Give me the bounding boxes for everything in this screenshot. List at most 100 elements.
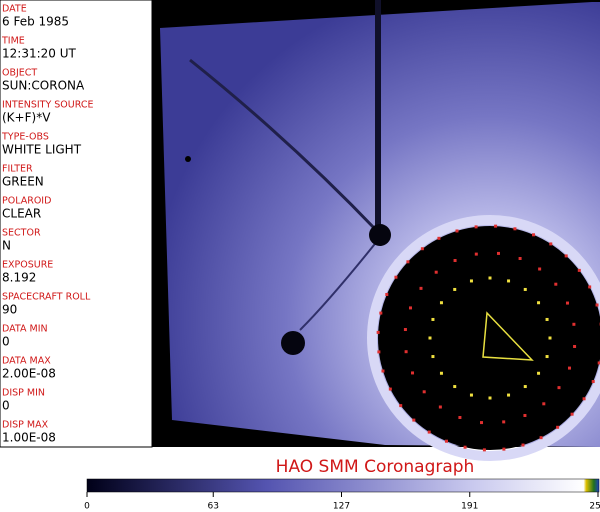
info-panel xyxy=(0,0,153,448)
field-label: SECTOR xyxy=(2,228,41,239)
marker xyxy=(458,415,462,419)
marker xyxy=(404,350,408,354)
field-value: SUN:CORONA xyxy=(2,79,85,93)
marker xyxy=(542,402,546,406)
marker xyxy=(409,306,413,310)
marker xyxy=(557,386,561,390)
marker xyxy=(394,275,398,279)
marker xyxy=(444,439,448,443)
marker xyxy=(406,260,410,264)
marker xyxy=(412,418,416,422)
marker xyxy=(573,344,577,348)
marker xyxy=(513,227,517,231)
marker xyxy=(488,276,492,280)
marker xyxy=(428,336,432,340)
marker xyxy=(376,330,380,334)
marker xyxy=(437,236,441,240)
tick-label: 127 xyxy=(333,502,350,512)
field-label: FILTER xyxy=(2,164,33,175)
field-value: CLEAR xyxy=(2,207,41,221)
marker xyxy=(545,355,549,359)
marker xyxy=(565,301,569,305)
marker xyxy=(545,317,549,321)
marker xyxy=(474,252,478,256)
marker xyxy=(434,270,438,274)
field-label: EXPOSURE xyxy=(2,260,53,271)
marker xyxy=(419,286,423,290)
marker xyxy=(523,287,527,291)
field-value: N xyxy=(2,239,11,253)
marker xyxy=(595,303,599,307)
title: HAO SMM Coronagraph xyxy=(276,457,475,477)
field-label: DATE xyxy=(2,4,27,15)
field-value: 0 xyxy=(2,335,10,349)
field-value: 2.00E-08 xyxy=(2,367,56,381)
marker xyxy=(431,317,435,321)
marker xyxy=(537,301,541,305)
marker xyxy=(385,292,389,296)
field-label: SPACECRAFT ROLL xyxy=(2,292,91,303)
marker xyxy=(453,385,457,389)
marker xyxy=(556,425,560,429)
marker xyxy=(474,225,478,229)
field-value: 12:31:20 UT xyxy=(2,47,76,61)
marker xyxy=(480,421,484,425)
marker xyxy=(548,336,552,340)
marker xyxy=(482,448,486,452)
marker xyxy=(597,361,600,365)
field-label: DISP MIN xyxy=(2,388,45,399)
field-value: 1.00E-08 xyxy=(2,431,56,445)
marker xyxy=(488,396,492,400)
colorbar xyxy=(86,478,600,493)
marker xyxy=(523,385,527,389)
marker xyxy=(469,279,473,283)
marker xyxy=(521,443,525,447)
field-value: (K+F)*V xyxy=(2,111,51,125)
marker xyxy=(591,380,595,384)
field-value: 8.192 xyxy=(2,271,36,285)
marker xyxy=(564,254,568,258)
marker xyxy=(582,397,586,401)
coronagraph-image xyxy=(152,0,600,461)
field-label: TIME xyxy=(1,36,25,47)
marker xyxy=(532,233,536,237)
marker xyxy=(469,393,473,397)
tick-label: 255 xyxy=(589,502,600,512)
marker xyxy=(455,229,459,233)
marker xyxy=(453,259,457,263)
marker xyxy=(554,282,558,286)
tick-label: 191 xyxy=(461,502,478,512)
field-label: DATA MIN xyxy=(2,324,48,335)
field-label: TYPE-OBS xyxy=(1,132,49,143)
marker xyxy=(496,251,500,255)
field-label: OBJECT xyxy=(2,68,37,79)
marker xyxy=(494,224,498,228)
marker xyxy=(502,447,506,451)
marker xyxy=(422,390,426,394)
marker xyxy=(399,404,403,408)
marker xyxy=(588,285,592,289)
marker xyxy=(507,393,511,397)
marker xyxy=(507,279,511,283)
marker xyxy=(377,350,381,354)
marker xyxy=(438,405,442,409)
marker xyxy=(439,371,443,375)
marker xyxy=(570,412,574,416)
marker xyxy=(381,369,385,373)
marker xyxy=(577,268,581,272)
marker xyxy=(518,257,522,261)
marker xyxy=(463,445,467,449)
marker xyxy=(420,247,424,251)
marker xyxy=(539,436,543,440)
marker xyxy=(572,322,576,326)
field-label: INTENSITY SOURCE xyxy=(2,100,94,111)
tick-label: 0 xyxy=(84,502,90,512)
field-label: DISP MAX xyxy=(2,420,49,431)
marker xyxy=(388,387,392,391)
marker xyxy=(411,371,415,375)
marker xyxy=(538,267,542,271)
field-value: 0 xyxy=(2,399,10,413)
marker xyxy=(427,430,431,434)
field-label: POLAROID xyxy=(2,196,51,207)
